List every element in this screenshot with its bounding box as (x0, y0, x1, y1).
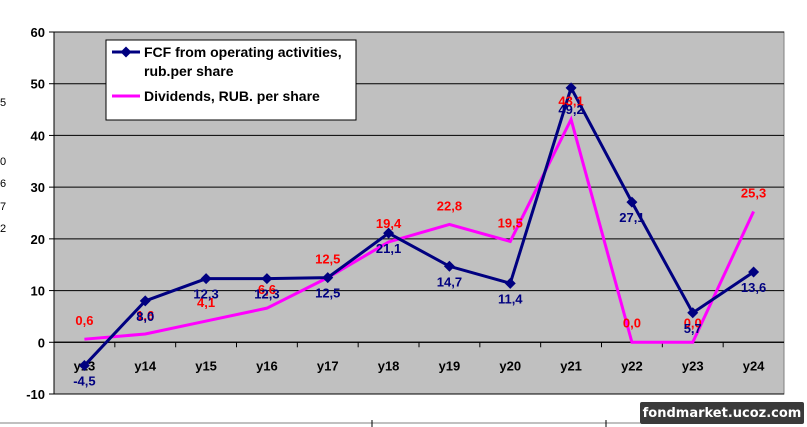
dividends-data-label: 22,8 (437, 198, 462, 213)
legend-label-fcf: FCF from operating activities, (144, 44, 342, 60)
dividends-data-label: 19,5 (498, 215, 523, 230)
fcf-data-label: 21,1 (376, 241, 401, 256)
dividends-series (84, 115, 755, 344)
left-edge-fragment: 6 (0, 178, 6, 190)
x-tick-label: y23 (682, 358, 704, 373)
fcf-marker (322, 272, 334, 284)
fcf-data-label: 11,4 (498, 291, 523, 306)
dividends-data-label: 0,0 (684, 315, 702, 330)
x-tick-label: y18 (378, 358, 400, 373)
fcf-data-label: 12,5 (315, 286, 340, 301)
x-tick-label: y14 (134, 358, 156, 373)
y-tick-label: 10 (31, 284, 45, 299)
y-tick-label: 60 (31, 25, 45, 40)
dividends-line (84, 115, 755, 344)
left-edge-fragment: 5 (0, 97, 6, 109)
fcf-data-label: 8,0 (136, 309, 154, 324)
y-tick-label: 40 (31, 128, 45, 143)
dividends-data-label: 19,4 (376, 216, 402, 231)
fcf-marker (383, 227, 395, 239)
left-edge-fragment: 2 (0, 223, 6, 235)
fcf-data-labels: -4,5 8,0 12,3 12,3 12,5 21,1 14,7 11,4 49,2 27,1 5… (73, 102, 766, 389)
dividends-data-label: 43,1 (558, 93, 583, 108)
x-tick-label: y22 (621, 358, 643, 373)
dividends-data-label: 1,6 (136, 308, 154, 323)
fcf-line (83, 83, 755, 367)
dividends-data-label: 6,6 (258, 282, 276, 297)
x-tick-label: y15 (195, 358, 217, 373)
fcf-data-label: 49,2 (558, 102, 583, 117)
dividends-data-label: 0,0 (623, 315, 641, 330)
left-edge-fragment: 0 (0, 156, 6, 168)
left-edge-fragments: 5 0 6 7 2 (0, 97, 6, 235)
y-tick-label: 50 (31, 77, 45, 92)
fcf-marker (443, 260, 455, 272)
fcf-marker (626, 196, 638, 208)
legend-label-dividends: Dividends, RUB. per share (144, 88, 320, 104)
x-tick-label: y21 (560, 358, 582, 373)
legend-box (105, 39, 357, 121)
fcf-marker (200, 273, 212, 285)
x-tick-label: y16 (256, 358, 278, 373)
fcf-marker (78, 360, 90, 372)
fcf-series (78, 82, 760, 372)
fcf-marker (565, 82, 577, 94)
y-tick-label: 20 (31, 232, 45, 247)
y-tick-label: 30 (31, 180, 45, 195)
x-axis: y13y14y15y16y17y18y19y20y21y22y23y24 (53, 341, 784, 373)
fcf-marker (748, 266, 760, 278)
fcf-data-label: 27,1 (619, 210, 644, 225)
legend-marker-fcf (120, 46, 132, 58)
fcf-data-label: 12,3 (193, 287, 218, 302)
x-tick-label: y19 (439, 358, 461, 373)
y-tick-label: -10 (26, 387, 45, 402)
fcf-data-label: 12,3 (254, 287, 279, 302)
fcf-marker (139, 295, 151, 307)
dividends-data-label: 12,5 (315, 252, 340, 267)
dividends-data-labels: 0,6 1,6 4,1 6,6 12,5 19,4 22,8 19,5 43,1 0,0 0,0 25… (75, 93, 766, 330)
dividends-data-label: 4,1 (197, 295, 215, 310)
x-tick-label: y20 (499, 358, 521, 373)
fcf-data-label: -4,5 (73, 374, 95, 389)
y-tick-label: 0 (38, 335, 45, 350)
dividends-data-label: 0,6 (75, 313, 93, 328)
left-edge-fragment: 7 (0, 201, 6, 213)
legend-label-fcf: rub.per share (144, 63, 234, 79)
y-axis: -10 0 10 20 30 40 50 60 (26, 25, 55, 402)
fcf-marker (504, 277, 516, 289)
fcf-data-label: 5,7 (684, 321, 702, 336)
dividends-data-label: 25,3 (741, 185, 766, 200)
x-tick-label: y24 (743, 358, 765, 373)
fcf-data-label: 14,7 (437, 274, 462, 289)
x-tick-label: y17 (317, 358, 339, 373)
fcf-marker (687, 307, 699, 319)
watermark: fondmarket.ucoz.com (640, 402, 804, 424)
legend: FCF from operating activities, rub.per sh… (105, 39, 357, 121)
fcf-marker (261, 273, 273, 285)
fcf-data-label: 13,6 (741, 280, 766, 295)
